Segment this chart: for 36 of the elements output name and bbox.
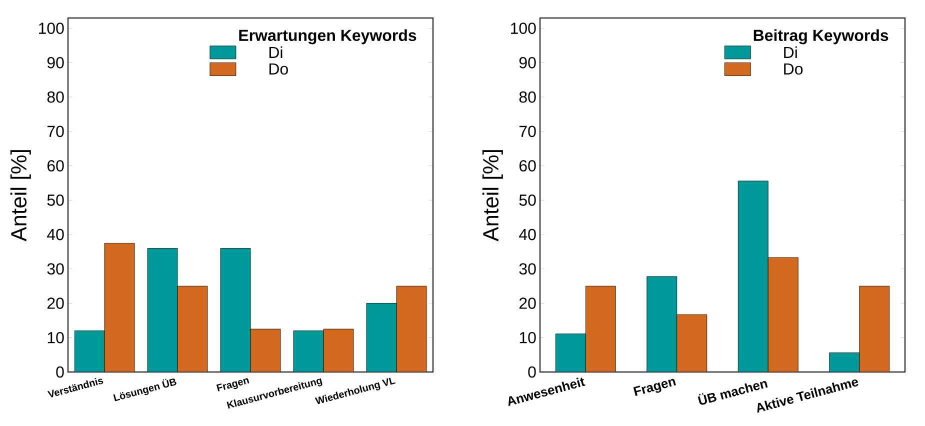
y-tick-label: 20 [47,298,64,309]
y-tick-label: 0 [528,366,536,378]
y-tick-label: 40 [519,228,536,240]
legend-title: Erwartungen Keywords [239,29,416,44]
legend-label: Do [269,63,288,75]
y-tick-label: 50 [47,194,64,206]
y-tick-label: 50 [519,194,536,206]
x-tick-label: Fragen [633,378,676,396]
y-tick-label: 90 [47,57,64,68]
legend-title: Beitrag Keywords [754,29,888,44]
y-tick-label: 0 [56,366,64,378]
y-tick-label: 100 [511,22,536,34]
y-tick-label: 80 [519,91,536,103]
bar [104,242,135,372]
legend-label: Do [784,63,803,75]
y-tick-label: 100 [39,22,64,34]
legend-label: Di [784,46,797,58]
bar [177,286,208,372]
bar [396,286,427,372]
y-tick-label: 70 [519,126,536,138]
y-tick-label: 40 [47,228,64,240]
y-tick-label: 10 [520,332,536,344]
y-tick-label: 60 [519,160,536,172]
y-tick-label: 30 [519,263,536,275]
bar [323,328,354,372]
y-axis-title: Anteil [%] [10,150,31,242]
bar [250,328,281,372]
y-axis-title: Anteil [%] [482,150,503,242]
y-tick-label: 70 [47,126,64,138]
y-tick-label: 90 [519,57,536,68]
y-tick-label: 20 [519,298,536,309]
y-tick-label: 30 [47,263,64,275]
y-tick-label: 10 [48,332,64,344]
y-tick-label: 80 [47,91,64,103]
y-tick-label: 60 [47,160,64,172]
legend-label: Di [269,46,282,58]
